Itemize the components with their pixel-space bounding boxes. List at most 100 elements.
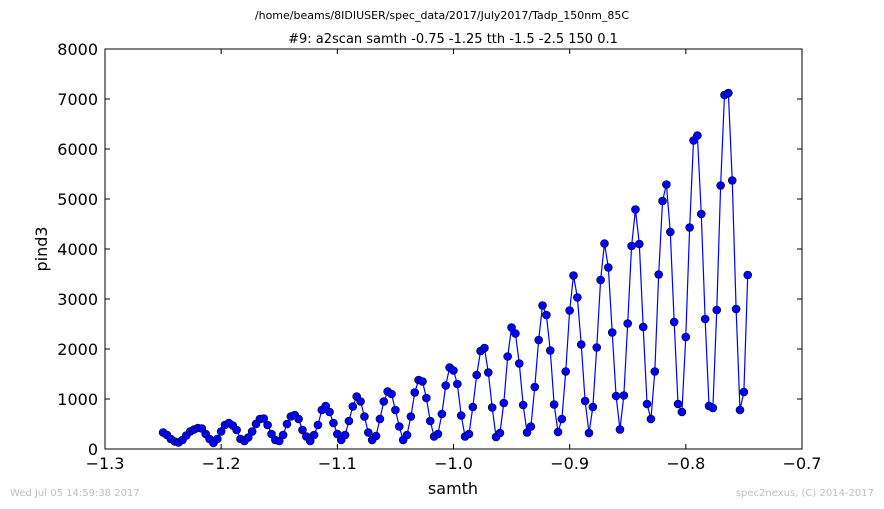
- data-point: [588, 402, 598, 412]
- data-point: [274, 436, 284, 446]
- plot-area: [158, 88, 753, 448]
- y-tick-label: 1000: [57, 390, 98, 409]
- data-point: [294, 414, 303, 424]
- data-point: [212, 434, 222, 444]
- data-point: [596, 275, 605, 285]
- data-point: [487, 403, 497, 412]
- x-tick-label: −0.7: [783, 454, 822, 473]
- data-point: [263, 420, 272, 430]
- data-point: [530, 382, 540, 392]
- data-point: [693, 131, 702, 140]
- data-point: [449, 366, 458, 375]
- data-point: [379, 397, 389, 406]
- data-point: [325, 407, 334, 417]
- data-point: [619, 391, 629, 400]
- footer-timestamp: Wed Jul 05 14:59:38 2017: [10, 488, 140, 499]
- y-tick-label: 7000: [57, 90, 98, 109]
- data-point: [658, 196, 667, 206]
- data-point: [391, 405, 400, 415]
- data-point: [569, 271, 578, 280]
- data-point: [545, 346, 555, 355]
- data-point: [232, 425, 241, 435]
- data-point: [305, 436, 315, 446]
- data-point: [584, 428, 594, 438]
- x-tick-label: −1.0: [434, 454, 473, 473]
- data-point: [499, 398, 509, 408]
- x-tick-label: −1.1: [318, 454, 357, 473]
- data-point: [464, 429, 474, 439]
- data-point: [735, 405, 745, 415]
- data-point: [511, 329, 520, 338]
- data-point: [700, 314, 710, 324]
- data-point: [282, 419, 292, 429]
- data-point: [681, 332, 691, 342]
- data-point: [534, 335, 543, 345]
- data-point: [542, 310, 551, 320]
- data-point: [627, 241, 636, 251]
- data-point: [309, 430, 319, 440]
- data-point: [662, 180, 671, 189]
- data-point: [743, 270, 753, 280]
- y-tick-label: 0: [88, 440, 98, 459]
- data-point: [638, 322, 648, 332]
- data-point: [576, 340, 586, 349]
- data-point: [259, 414, 269, 423]
- data-point: [518, 400, 528, 410]
- data-point: [646, 414, 656, 424]
- data-point: [363, 428, 373, 437]
- data-point: [371, 431, 381, 441]
- data-point: [592, 343, 602, 352]
- data-point: [425, 416, 435, 426]
- y-tick-label: 6000: [57, 140, 98, 159]
- data-point: [604, 263, 613, 272]
- data-point: [677, 407, 687, 417]
- data-point: [696, 209, 706, 219]
- data-point: [344, 416, 354, 426]
- data-point: [441, 381, 451, 390]
- data-point: [673, 399, 683, 409]
- data-point: [247, 427, 257, 436]
- data-point: [573, 293, 582, 302]
- data-point: [561, 367, 571, 376]
- data-point: [507, 323, 516, 332]
- data-point: [565, 306, 574, 315]
- data-point: [340, 430, 350, 440]
- data-point: [712, 305, 722, 315]
- y-tick-label: 5000: [57, 190, 98, 209]
- data-point: [484, 368, 493, 377]
- data-point: [406, 412, 416, 421]
- data-point: [267, 429, 276, 439]
- x-tick-label: −1.2: [202, 454, 241, 473]
- data-point: [418, 377, 427, 386]
- chart-title: #9: a2scan samth -0.75 -1.25 tth -1.5 -2…: [288, 32, 618, 47]
- data-point: [526, 422, 536, 431]
- x-tick-label: −0.8: [666, 454, 705, 473]
- data-point: [402, 430, 412, 440]
- data-point: [727, 176, 737, 185]
- data-point: [665, 227, 675, 237]
- data-point: [243, 433, 253, 442]
- data-point: [716, 181, 725, 190]
- data-point: [731, 304, 741, 314]
- data-point: [635, 239, 644, 249]
- data-point: [313, 420, 323, 430]
- data-point: [522, 428, 532, 437]
- data-point: [360, 412, 369, 421]
- data-point: [607, 328, 617, 337]
- data-point: [410, 388, 420, 397]
- data-point: [356, 397, 365, 406]
- data-point: [724, 88, 733, 98]
- data-point: [549, 400, 559, 409]
- x-tick-label: −0.9: [550, 454, 589, 473]
- y-tick-label: 3000: [57, 290, 98, 309]
- data-point: [650, 367, 660, 376]
- data-point: [433, 429, 443, 439]
- y-axis-label: pind3: [32, 226, 51, 271]
- data-point: [375, 414, 385, 424]
- data-point: [642, 399, 652, 409]
- data-point: [329, 418, 338, 428]
- data-point: [553, 427, 563, 437]
- data-point: [538, 301, 547, 310]
